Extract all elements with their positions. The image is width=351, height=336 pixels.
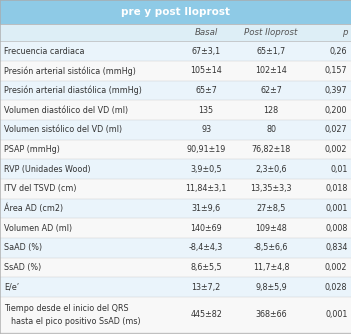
Text: 90,91±19: 90,91±19 bbox=[186, 145, 226, 154]
Text: 109±48: 109±48 bbox=[255, 224, 287, 233]
Text: Volumen diastólico del VD (ml): Volumen diastólico del VD (ml) bbox=[4, 106, 128, 115]
Text: 0,002: 0,002 bbox=[325, 263, 347, 272]
Text: 67±3,1: 67±3,1 bbox=[192, 47, 221, 56]
Text: Volumen AD (ml): Volumen AD (ml) bbox=[4, 224, 72, 233]
Bar bbox=[0, 218, 351, 238]
Text: 368±66: 368±66 bbox=[255, 310, 287, 319]
Bar bbox=[0, 100, 351, 120]
Text: 105±14: 105±14 bbox=[190, 67, 222, 75]
Text: 445±82: 445±82 bbox=[190, 310, 222, 319]
Bar bbox=[0, 238, 351, 258]
Text: Post Iloprost: Post Iloprost bbox=[244, 28, 298, 37]
Text: 0,001: 0,001 bbox=[325, 310, 347, 319]
Bar bbox=[0, 24, 351, 41]
Text: 135: 135 bbox=[199, 106, 214, 115]
Text: 65±7: 65±7 bbox=[195, 86, 217, 95]
Text: 9,8±5,9: 9,8±5,9 bbox=[255, 283, 287, 292]
Text: 0,028: 0,028 bbox=[325, 283, 347, 292]
Bar bbox=[0, 199, 351, 218]
Text: 0,397: 0,397 bbox=[325, 86, 347, 95]
Text: -8,5±6,6: -8,5±6,6 bbox=[254, 243, 288, 252]
Text: RVP (Unidades Wood): RVP (Unidades Wood) bbox=[4, 165, 91, 174]
Text: 0,018: 0,018 bbox=[325, 184, 347, 193]
Text: 0,26: 0,26 bbox=[330, 47, 347, 56]
Text: 0,027: 0,027 bbox=[325, 125, 347, 134]
Text: 0,001: 0,001 bbox=[325, 204, 347, 213]
Text: 27±8,5: 27±8,5 bbox=[257, 204, 286, 213]
Text: 0,01: 0,01 bbox=[330, 165, 347, 174]
Text: PSAP (mmHg): PSAP (mmHg) bbox=[4, 145, 60, 154]
Text: 2,3±0,6: 2,3±0,6 bbox=[256, 165, 287, 174]
Text: 65±1,7: 65±1,7 bbox=[257, 47, 286, 56]
Text: 128: 128 bbox=[264, 106, 279, 115]
Bar bbox=[0, 179, 351, 199]
Bar bbox=[0, 41, 351, 61]
Text: Volumen sistólico del VD (ml): Volumen sistólico del VD (ml) bbox=[4, 125, 122, 134]
Text: 0,157: 0,157 bbox=[325, 67, 347, 75]
Text: 0,008: 0,008 bbox=[325, 224, 347, 233]
Bar bbox=[0, 0, 351, 24]
Text: -8,4±4,3: -8,4±4,3 bbox=[189, 243, 223, 252]
Text: 76,82±18: 76,82±18 bbox=[252, 145, 291, 154]
Text: Presión arterial sistólica (mmHg): Presión arterial sistólica (mmHg) bbox=[4, 66, 136, 76]
Text: ITV del TSVD (cm): ITV del TSVD (cm) bbox=[4, 184, 77, 193]
Text: 13±7,2: 13±7,2 bbox=[192, 283, 221, 292]
Text: Área AD (cm2): Área AD (cm2) bbox=[4, 204, 63, 213]
Text: 11,7±4,8: 11,7±4,8 bbox=[253, 263, 289, 272]
Text: Basal: Basal bbox=[194, 28, 218, 37]
Text: p: p bbox=[342, 28, 347, 37]
Text: 0,834: 0,834 bbox=[325, 243, 347, 252]
Text: 11,84±3,1: 11,84±3,1 bbox=[186, 184, 227, 193]
Text: Tiempo desde el inicio del QRS: Tiempo desde el inicio del QRS bbox=[4, 304, 129, 313]
Bar bbox=[0, 277, 351, 297]
Bar bbox=[0, 140, 351, 159]
Text: pre y post Iloprost: pre y post Iloprost bbox=[121, 7, 230, 17]
Text: 140±69: 140±69 bbox=[190, 224, 222, 233]
Bar bbox=[0, 258, 351, 277]
Bar bbox=[0, 159, 351, 179]
Text: 8,6±5,5: 8,6±5,5 bbox=[190, 263, 222, 272]
Text: 102±14: 102±14 bbox=[255, 67, 287, 75]
Text: SsAD (%): SsAD (%) bbox=[4, 263, 41, 272]
Text: SaAD (%): SaAD (%) bbox=[4, 243, 42, 252]
Text: 93: 93 bbox=[201, 125, 211, 134]
Text: 0,002: 0,002 bbox=[325, 145, 347, 154]
Text: 31±9,6: 31±9,6 bbox=[192, 204, 221, 213]
Text: E/e’: E/e’ bbox=[4, 283, 19, 292]
Text: 13,35±3,3: 13,35±3,3 bbox=[250, 184, 292, 193]
Text: 0,200: 0,200 bbox=[325, 106, 347, 115]
Text: 80: 80 bbox=[266, 125, 276, 134]
Bar bbox=[0, 120, 351, 140]
Text: 62±7: 62±7 bbox=[260, 86, 282, 95]
Text: hasta el pico positivo SsAD (ms): hasta el pico positivo SsAD (ms) bbox=[11, 318, 141, 326]
Bar bbox=[0, 297, 351, 333]
Bar bbox=[0, 61, 351, 81]
Text: Frecuencia cardiaca: Frecuencia cardiaca bbox=[4, 47, 85, 56]
Text: Presión arterial diastólica (mmHg): Presión arterial diastólica (mmHg) bbox=[4, 86, 142, 95]
Bar bbox=[0, 81, 351, 100]
Text: 3,9±0,5: 3,9±0,5 bbox=[190, 165, 222, 174]
